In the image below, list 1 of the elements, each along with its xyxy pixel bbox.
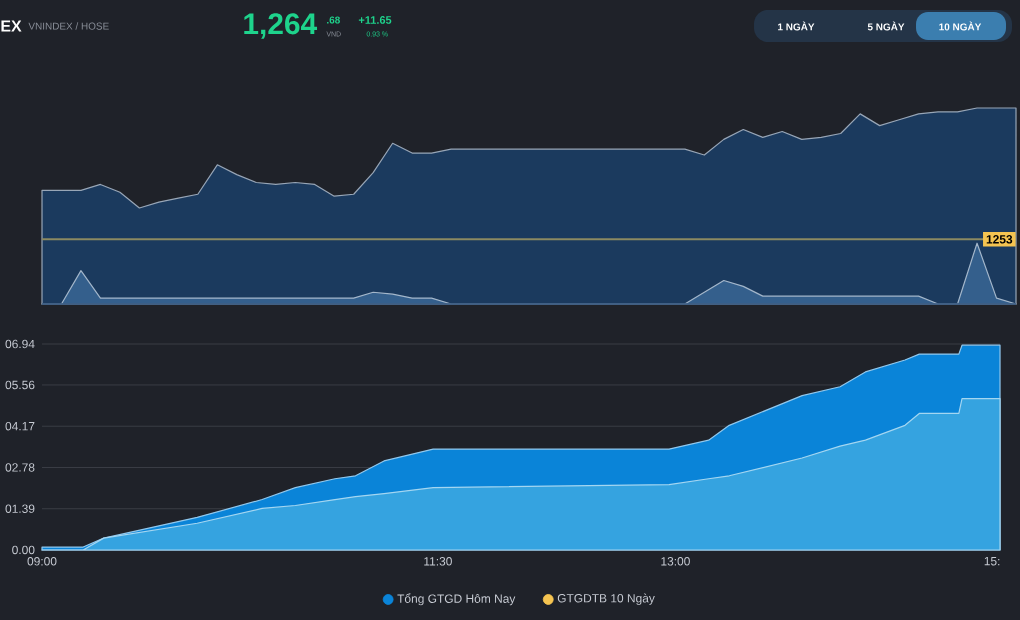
text: 1,264 xyxy=(244,13,318,39)
